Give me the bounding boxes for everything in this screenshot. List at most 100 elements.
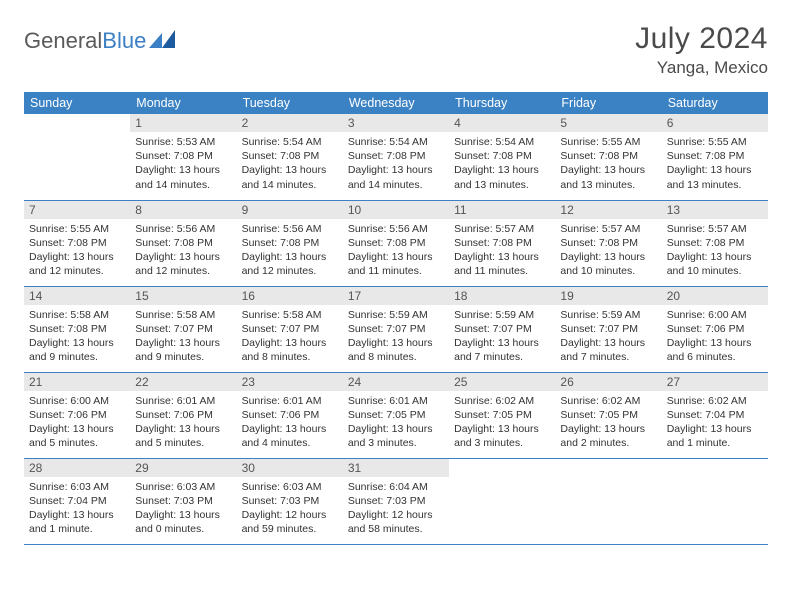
calendar-cell: 18Sunrise: 5:59 AMSunset: 7:07 PMDayligh… (449, 286, 555, 372)
calendar-cell: 15Sunrise: 5:58 AMSunset: 7:07 PMDayligh… (130, 286, 236, 372)
day-line: and 10 minutes. (560, 264, 656, 278)
day-line: Daylight: 12 hours (348, 508, 444, 522)
calendar-cell: 30Sunrise: 6:03 AMSunset: 7:03 PMDayligh… (237, 458, 343, 544)
day-body: Sunrise: 6:01 AMSunset: 7:06 PMDaylight:… (130, 391, 236, 454)
day-line: and 1 minute. (29, 522, 125, 536)
title-block: July 2024 Yanga, Mexico (635, 22, 768, 78)
day-line: Daylight: 13 hours (348, 336, 444, 350)
day-number: 13 (662, 201, 768, 219)
calendar-cell: 9Sunrise: 5:56 AMSunset: 7:08 PMDaylight… (237, 200, 343, 286)
day-line: Sunset: 7:05 PM (560, 408, 656, 422)
day-line: Sunrise: 5:55 AM (29, 222, 125, 236)
calendar-cell: 1Sunrise: 5:53 AMSunset: 7:08 PMDaylight… (130, 114, 236, 200)
day-line: and 3 minutes. (348, 436, 444, 450)
day-line: Daylight: 13 hours (560, 163, 656, 177)
day-line: and 4 minutes. (242, 436, 338, 450)
day-number: 10 (343, 201, 449, 219)
day-line: Sunrise: 6:02 AM (560, 394, 656, 408)
day-header: Tuesday (237, 92, 343, 114)
calendar-cell: 14Sunrise: 5:58 AMSunset: 7:08 PMDayligh… (24, 286, 130, 372)
day-line: Sunrise: 6:00 AM (29, 394, 125, 408)
day-line: Sunrise: 6:01 AM (348, 394, 444, 408)
calendar-cell (662, 458, 768, 544)
day-line: and 59 minutes. (242, 522, 338, 536)
day-body: Sunrise: 6:00 AMSunset: 7:06 PMDaylight:… (662, 305, 768, 368)
day-number: 2 (237, 114, 343, 132)
calendar-body: 1Sunrise: 5:53 AMSunset: 7:08 PMDaylight… (24, 114, 768, 544)
day-body: Sunrise: 5:54 AMSunset: 7:08 PMDaylight:… (237, 132, 343, 195)
calendar-cell: 27Sunrise: 6:02 AMSunset: 7:04 PMDayligh… (662, 372, 768, 458)
calendar-cell: 31Sunrise: 6:04 AMSunset: 7:03 PMDayligh… (343, 458, 449, 544)
day-body: Sunrise: 6:01 AMSunset: 7:06 PMDaylight:… (237, 391, 343, 454)
day-number: 25 (449, 373, 555, 391)
day-line: Sunset: 7:08 PM (242, 149, 338, 163)
day-line: and 12 minutes. (135, 264, 231, 278)
day-line: Daylight: 13 hours (560, 422, 656, 436)
day-number: 5 (555, 114, 661, 132)
day-line: Sunset: 7:04 PM (667, 408, 763, 422)
day-body: Sunrise: 5:53 AMSunset: 7:08 PMDaylight:… (130, 132, 236, 195)
day-number: 1 (130, 114, 236, 132)
day-line: Sunrise: 5:57 AM (560, 222, 656, 236)
day-body: Sunrise: 5:59 AMSunset: 7:07 PMDaylight:… (343, 305, 449, 368)
day-line: and 8 minutes. (348, 350, 444, 364)
day-line: and 3 minutes. (454, 436, 550, 450)
day-number: 27 (662, 373, 768, 391)
day-line: and 14 minutes. (242, 178, 338, 192)
day-number: 11 (449, 201, 555, 219)
day-line: Sunrise: 5:53 AM (135, 135, 231, 149)
brand-part2: Blue (102, 28, 146, 54)
location: Yanga, Mexico (635, 58, 768, 78)
day-line: Sunset: 7:06 PM (135, 408, 231, 422)
day-line: Sunrise: 6:04 AM (348, 480, 444, 494)
day-line: and 13 minutes. (454, 178, 550, 192)
day-body: Sunrise: 5:58 AMSunset: 7:08 PMDaylight:… (24, 305, 130, 368)
day-body: Sunrise: 6:03 AMSunset: 7:03 PMDaylight:… (130, 477, 236, 540)
day-body: Sunrise: 5:58 AMSunset: 7:07 PMDaylight:… (130, 305, 236, 368)
day-header: Thursday (449, 92, 555, 114)
day-body: Sunrise: 6:00 AMSunset: 7:06 PMDaylight:… (24, 391, 130, 454)
day-number: 7 (24, 201, 130, 219)
day-line: Daylight: 13 hours (454, 163, 550, 177)
day-line: Sunrise: 6:03 AM (29, 480, 125, 494)
day-number: 31 (343, 459, 449, 477)
day-line: Sunset: 7:07 PM (242, 322, 338, 336)
calendar-week-row: 7Sunrise: 5:55 AMSunset: 7:08 PMDaylight… (24, 200, 768, 286)
calendar-cell: 19Sunrise: 5:59 AMSunset: 7:07 PMDayligh… (555, 286, 661, 372)
calendar-cell: 4Sunrise: 5:54 AMSunset: 7:08 PMDaylight… (449, 114, 555, 200)
day-line: Sunset: 7:03 PM (135, 494, 231, 508)
calendar-cell: 8Sunrise: 5:56 AMSunset: 7:08 PMDaylight… (130, 200, 236, 286)
day-line: Sunrise: 5:59 AM (560, 308, 656, 322)
day-line: and 2 minutes. (560, 436, 656, 450)
day-line: Daylight: 13 hours (135, 508, 231, 522)
calendar-cell: 11Sunrise: 5:57 AMSunset: 7:08 PMDayligh… (449, 200, 555, 286)
day-body: Sunrise: 6:03 AMSunset: 7:03 PMDaylight:… (237, 477, 343, 540)
calendar-week-row: 14Sunrise: 5:58 AMSunset: 7:08 PMDayligh… (24, 286, 768, 372)
day-line: and 13 minutes. (560, 178, 656, 192)
day-line: Sunset: 7:08 PM (348, 236, 444, 250)
day-line: Sunrise: 5:59 AM (454, 308, 550, 322)
day-line: Daylight: 13 hours (667, 163, 763, 177)
day-line: and 58 minutes. (348, 522, 444, 536)
day-number: 18 (449, 287, 555, 305)
brand-part1: General (24, 28, 102, 54)
day-line: and 7 minutes. (560, 350, 656, 364)
day-line: Daylight: 13 hours (135, 163, 231, 177)
calendar-cell: 17Sunrise: 5:59 AMSunset: 7:07 PMDayligh… (343, 286, 449, 372)
day-body: Sunrise: 5:57 AMSunset: 7:08 PMDaylight:… (555, 219, 661, 282)
day-body: Sunrise: 5:56 AMSunset: 7:08 PMDaylight:… (343, 219, 449, 282)
day-body: Sunrise: 6:01 AMSunset: 7:05 PMDaylight:… (343, 391, 449, 454)
day-line: Sunset: 7:03 PM (242, 494, 338, 508)
calendar-cell: 26Sunrise: 6:02 AMSunset: 7:05 PMDayligh… (555, 372, 661, 458)
day-line: and 6 minutes. (667, 350, 763, 364)
day-header: Sunday (24, 92, 130, 114)
day-number: 15 (130, 287, 236, 305)
day-line: Sunset: 7:08 PM (29, 236, 125, 250)
day-line: and 13 minutes. (667, 178, 763, 192)
day-number: 4 (449, 114, 555, 132)
day-number: 17 (343, 287, 449, 305)
calendar-cell: 22Sunrise: 6:01 AMSunset: 7:06 PMDayligh… (130, 372, 236, 458)
day-line: Sunrise: 5:55 AM (560, 135, 656, 149)
day-line: Daylight: 13 hours (29, 422, 125, 436)
day-body: Sunrise: 5:55 AMSunset: 7:08 PMDaylight:… (24, 219, 130, 282)
